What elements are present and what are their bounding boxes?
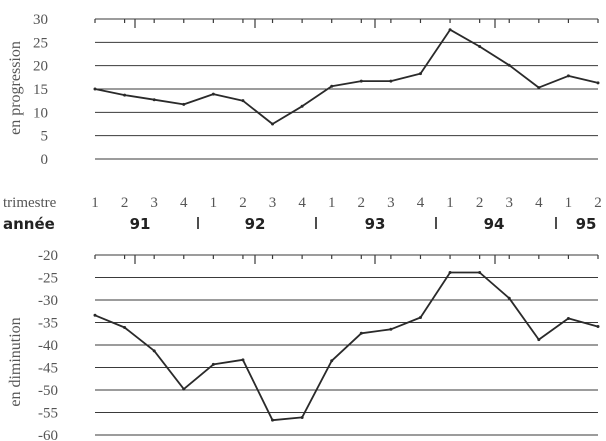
bottom-data-point bbox=[566, 316, 570, 320]
bottom-data-point bbox=[271, 418, 275, 422]
bottom-y-tick-label: -40 bbox=[38, 338, 58, 354]
quarter-label: 4 bbox=[298, 195, 306, 211]
top-data-point bbox=[389, 79, 393, 83]
bottom-data-point bbox=[537, 338, 541, 342]
year-label: 94 bbox=[484, 215, 505, 233]
top-data-point bbox=[300, 104, 304, 108]
bottom-y-tick-label: -55 bbox=[38, 406, 58, 422]
quarter-label: 2 bbox=[239, 195, 247, 211]
bottom-series-line bbox=[94, 271, 599, 422]
bottom-y-tick-label: -20 bbox=[38, 248, 58, 264]
top-data-point bbox=[537, 86, 541, 90]
bottom-y-axis-label: en diminution bbox=[7, 317, 24, 406]
bottom-y-tick-label: -60 bbox=[38, 428, 58, 441]
year-label: 93 bbox=[365, 215, 386, 233]
bottom-data-point bbox=[418, 316, 422, 320]
bottom-y-tick-label: -25 bbox=[38, 271, 58, 287]
bottom-data-point bbox=[211, 362, 215, 366]
bottom-data-point bbox=[93, 313, 97, 317]
quarter-label-row: 1 2 3 4 1 2 3 4 1 2 3 4 1 2 3 4 1 2 bbox=[91, 195, 602, 211]
quarter-label: 1 bbox=[446, 195, 454, 211]
quarter-label: 3 bbox=[150, 195, 158, 211]
top-data-point bbox=[330, 84, 334, 88]
quarter-label: 1 bbox=[328, 195, 336, 211]
quarter-label: 4 bbox=[535, 195, 543, 211]
bottom-chart-panel: -60 -55 -50 -45 -40 -35 -30 -25 -20 bbox=[38, 248, 600, 441]
top-data-point bbox=[507, 63, 511, 67]
bottom-data-point bbox=[152, 349, 156, 353]
top-series-line bbox=[94, 28, 599, 125]
bottom-y-tick-label: -50 bbox=[38, 383, 58, 399]
bottom-data-point bbox=[182, 387, 186, 391]
top-y-tick-label: 5 bbox=[41, 129, 49, 145]
bottom-data-point bbox=[507, 296, 511, 300]
top-y-tick-label: 10 bbox=[33, 105, 48, 121]
trimestre-row-label: trimestre bbox=[3, 195, 57, 211]
top-data-point bbox=[241, 99, 245, 103]
top-data-point bbox=[448, 28, 452, 32]
bottom-y-tick-label: -30 bbox=[38, 293, 58, 309]
top-y-tick-label: 30 bbox=[33, 12, 48, 28]
bottom-data-point bbox=[596, 325, 600, 329]
quarter-label: 3 bbox=[387, 195, 395, 211]
top-data-point bbox=[182, 102, 186, 106]
year-label-row: 91 92 93 94 95 bbox=[130, 215, 597, 233]
bottom-y-tick-label: -35 bbox=[38, 316, 58, 332]
bottom-data-point bbox=[123, 325, 127, 329]
bottom-data-point bbox=[359, 331, 363, 335]
top-chart-panel: 0 5 10 15 20 25 30 bbox=[33, 12, 600, 168]
top-y-axis-label: en progression bbox=[7, 41, 24, 135]
top-data-point bbox=[566, 74, 570, 78]
quarter-label: 3 bbox=[505, 195, 513, 211]
annee-row-label: année bbox=[3, 215, 55, 233]
quarter-label: 1 bbox=[565, 195, 573, 211]
bottom-data-point bbox=[448, 271, 452, 275]
top-data-point bbox=[418, 72, 422, 76]
quarter-label: 2 bbox=[121, 195, 129, 211]
top-data-point bbox=[123, 93, 127, 97]
quarter-label: 1 bbox=[210, 195, 218, 211]
top-y-tick-label: 15 bbox=[33, 82, 48, 98]
quarter-label: 2 bbox=[594, 195, 602, 211]
quarter-label: 3 bbox=[269, 195, 277, 211]
year-label: 95 bbox=[576, 215, 597, 233]
quarter-label: 2 bbox=[476, 195, 484, 211]
top-data-point bbox=[478, 45, 482, 49]
bottom-data-point bbox=[330, 359, 334, 363]
quarter-label: 4 bbox=[417, 195, 425, 211]
bottom-data-point bbox=[300, 415, 304, 419]
top-data-point bbox=[152, 98, 156, 102]
year-label: 91 bbox=[130, 215, 151, 233]
quarter-label: 4 bbox=[180, 195, 188, 211]
bottom-y-tick-label: -45 bbox=[38, 361, 58, 377]
top-y-tick-label: 20 bbox=[33, 59, 48, 75]
top-data-point bbox=[271, 122, 275, 126]
bottom-data-point bbox=[478, 271, 482, 275]
top-data-point bbox=[596, 81, 600, 85]
top-data-point bbox=[93, 87, 97, 91]
top-data-point bbox=[211, 92, 215, 96]
bottom-data-point bbox=[241, 358, 245, 362]
top-y-tick-label: 25 bbox=[33, 35, 48, 51]
bottom-data-point bbox=[389, 327, 393, 331]
quarter-label: 2 bbox=[358, 195, 366, 211]
year-label: 92 bbox=[245, 215, 266, 233]
top-y-tick-label: 0 bbox=[41, 152, 49, 168]
top-data-point bbox=[359, 79, 363, 83]
quarter-label: 1 bbox=[91, 195, 99, 211]
